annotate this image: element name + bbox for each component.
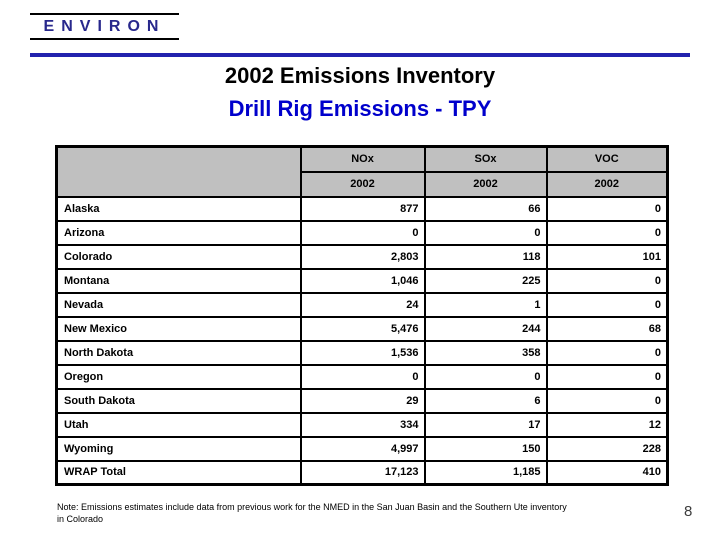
voc-cell: 0 [545,387,669,414]
pollutant-header-row: NOx SOx VOC [55,145,669,198]
table-row: Arizona 0 0 0 [55,219,669,246]
sox-cell: 0 [423,363,548,390]
table-row: Nevada 24 1 0 [55,291,669,318]
nox-cell: 334 [299,411,426,438]
sox-cell: 358 [423,339,548,366]
voc-cell: 101 [545,243,669,270]
sox-cell: 118 [423,243,548,270]
col-header-nox: NOx [299,145,426,173]
voc-cell: 0 [545,267,669,294]
state-cell: Montana [55,267,302,294]
nox-cell: 0 [299,219,426,246]
sox-cell: 17 [423,411,548,438]
table-row: New Mexico 5,476 244 68 [55,315,669,342]
slide-subtitle: Drill Rig Emissions - TPY [228,96,492,121]
sox-cell: 1,185 [423,459,548,486]
table-row: Utah 334 17 12 [55,411,669,438]
voc-cell: 228 [545,435,669,462]
sox-cell: 66 [423,195,548,222]
state-cell: North Dakota [55,339,302,366]
voc-cell: 0 [545,195,669,222]
nox-cell: 877 [299,195,426,222]
nox-cell: 24 [299,291,426,318]
nox-cell: 1,536 [299,339,426,366]
state-cell: Alaska [55,195,302,222]
corner-header-cell [55,145,302,198]
table-row: Colorado 2,803 118 101 [55,243,669,270]
sox-cell: 1 [423,291,548,318]
sox-cell: 225 [423,267,548,294]
state-cell: New Mexico [55,315,302,342]
col-header-voc: VOC [545,145,669,173]
sox-cell: 150 [423,435,548,462]
state-cell: Nevada [55,291,302,318]
state-cell: Utah [55,411,302,438]
nox-cell: 29 [299,387,426,414]
nox-cell: 4,997 [299,435,426,462]
environ-logo: ENVIRON [30,13,179,40]
emissions-table: NOx SOx VOC 2002 2002 2002 Alaska 877 66… [55,145,669,486]
voc-cell: 0 [545,363,669,390]
environ-logo-text: ENVIRON [43,18,166,35]
year-header-row: 2002 2002 2002 [57,170,669,198]
slide-title: 2002 Emissions Inventory [224,63,496,88]
state-cell: WRAP Total [55,459,302,486]
state-cell: Oregon [55,363,302,390]
title-block: 2002 Emissions Inventory Drill Rig Emiss… [0,62,720,123]
nox-cell: 1,046 [299,267,426,294]
voc-cell: 12 [545,411,669,438]
table-row: Oregon 0 0 0 [55,363,669,390]
nox-cell: 0 [299,363,426,390]
page-number: 8 [684,503,693,520]
footer-note-line1: Note: Emissions estimates include data f… [57,502,567,512]
voc-cell: 410 [545,459,669,486]
voc-cell: 0 [545,339,669,366]
table-row: Montana 1,046 225 0 [55,267,669,294]
year-header-nox: 2002 [299,170,426,198]
state-cell: Colorado [55,243,302,270]
sox-cell: 6 [423,387,548,414]
col-header-sox: SOx [423,145,548,173]
table-row: North Dakota 1,536 358 0 [55,339,669,366]
footer-note-line2: in Colorado [57,514,104,524]
table-row: Alaska 877 66 0 [55,195,669,222]
voc-cell: 68 [545,315,669,342]
table-row: Wyoming 4,997 150 228 [55,435,669,462]
nox-cell: 2,803 [299,243,426,270]
header-divider-rule [30,53,690,57]
state-cell: South Dakota [55,387,302,414]
nox-cell: 5,476 [299,315,426,342]
sox-cell: 244 [423,315,548,342]
voc-cell: 0 [545,219,669,246]
table-row: South Dakota 29 6 0 [55,387,669,414]
state-cell: Arizona [55,219,302,246]
year-header-sox: 2002 [423,170,548,198]
emissions-table-wrapper: NOx SOx VOC 2002 2002 2002 Alaska 877 66… [55,145,669,486]
nox-cell: 17,123 [299,459,426,486]
table-row-total: WRAP Total 17,123 1,185 410 [55,459,669,486]
footer-note: Note: Emissions estimates include data f… [57,501,567,525]
year-header-voc: 2002 [545,170,669,198]
state-cell: Wyoming [55,435,302,462]
voc-cell: 0 [545,291,669,318]
sox-cell: 0 [423,219,548,246]
